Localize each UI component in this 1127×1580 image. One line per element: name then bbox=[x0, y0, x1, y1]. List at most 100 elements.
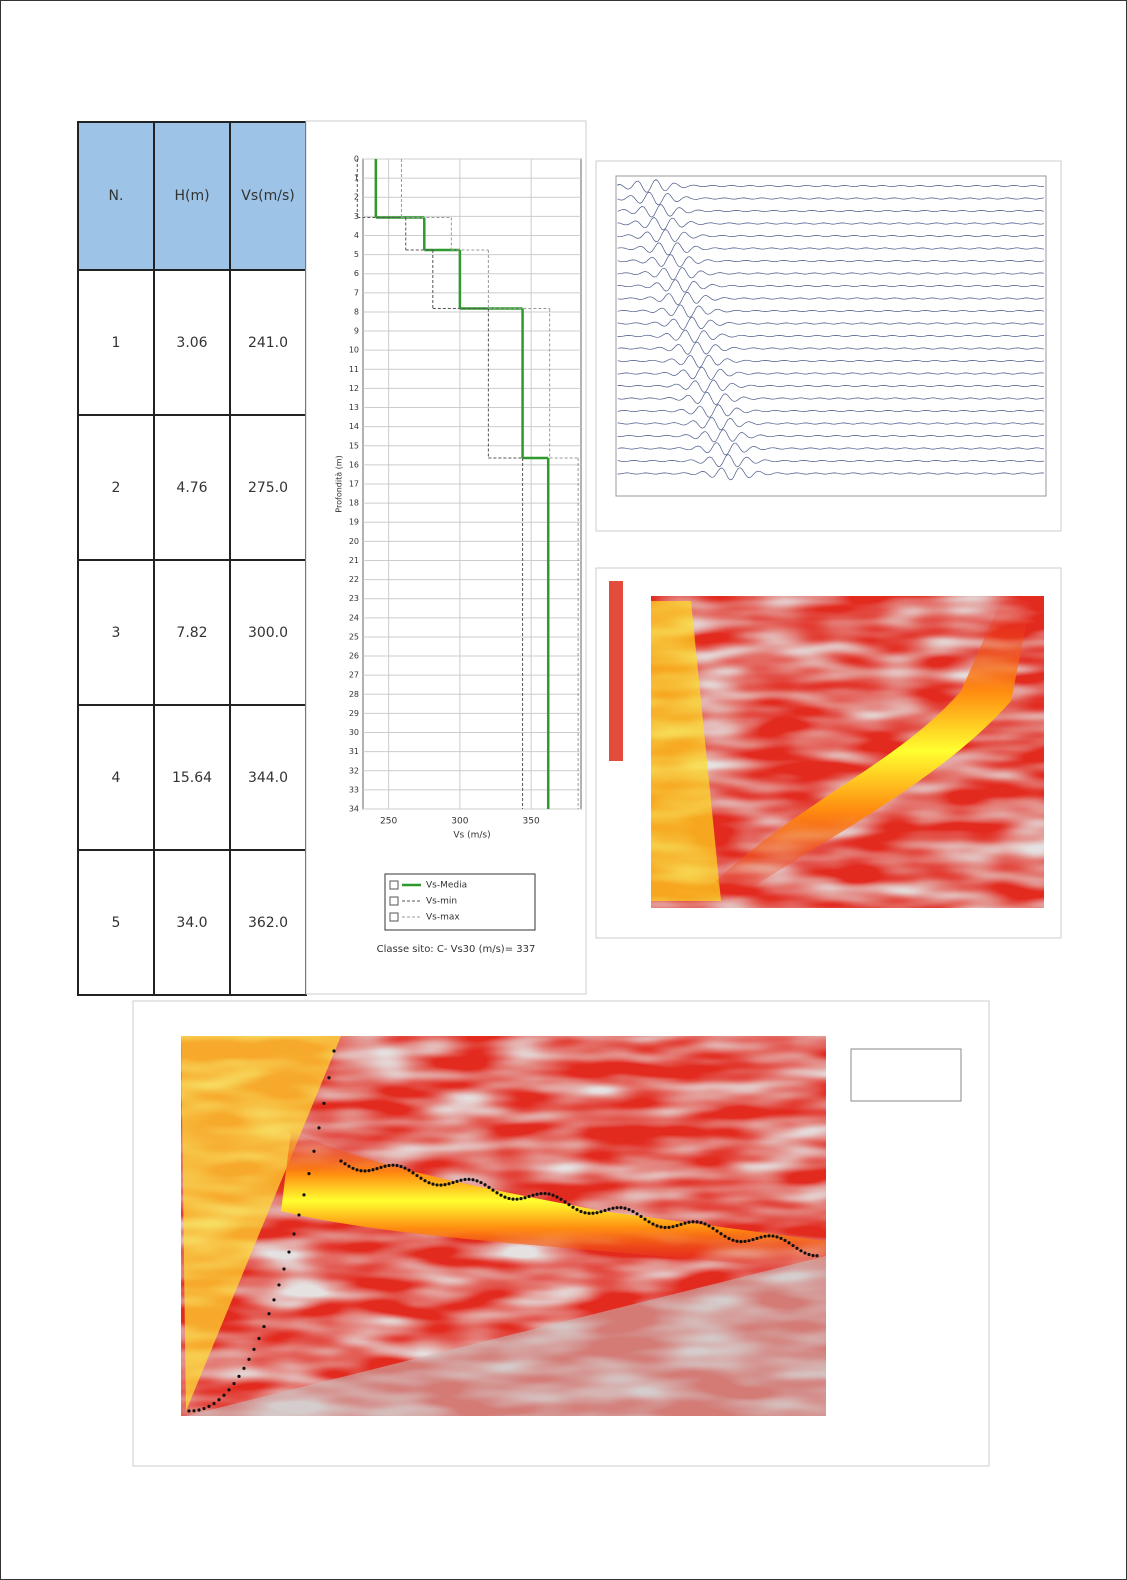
pick-point bbox=[783, 1238, 787, 1242]
pick-point bbox=[343, 1162, 347, 1166]
trace bbox=[617, 304, 1045, 318]
y-tick-label: 5 bbox=[354, 250, 359, 259]
pick-point bbox=[455, 1179, 459, 1183]
trace bbox=[617, 354, 1045, 368]
header-cell: H(m) bbox=[153, 121, 231, 271]
seismogram-panel bbox=[595, 160, 1062, 532]
pick-point bbox=[627, 1207, 631, 1212]
pick-point bbox=[317, 1126, 321, 1130]
pick-point bbox=[202, 1406, 206, 1411]
y-tick-label: 30 bbox=[349, 728, 359, 737]
pick-point bbox=[607, 1207, 611, 1211]
pick-point bbox=[282, 1267, 286, 1271]
pick-point bbox=[339, 1159, 343, 1163]
pick-point bbox=[463, 1177, 467, 1182]
pick-point bbox=[623, 1206, 627, 1210]
cell: 34.0 bbox=[153, 849, 231, 996]
y-tick-label: 32 bbox=[349, 766, 359, 775]
pick-point bbox=[735, 1239, 739, 1243]
cell: 1 bbox=[77, 269, 155, 416]
trace bbox=[617, 416, 1045, 431]
x-tick-label: 350 bbox=[523, 817, 540, 827]
pick-point bbox=[691, 1220, 695, 1224]
y-tick-label: 20 bbox=[349, 537, 359, 546]
y-tick-label: 29 bbox=[349, 709, 359, 718]
pick-point bbox=[571, 1205, 575, 1209]
pick-point bbox=[651, 1222, 655, 1226]
trace bbox=[617, 204, 1045, 218]
cell: 3 bbox=[77, 559, 155, 706]
pick-point bbox=[751, 1237, 755, 1242]
pick-point bbox=[197, 1408, 201, 1412]
pick-point bbox=[367, 1168, 371, 1173]
pick-point bbox=[187, 1409, 191, 1413]
pick-point bbox=[811, 1253, 815, 1258]
pick-point bbox=[407, 1168, 411, 1172]
cell: 4 bbox=[77, 704, 155, 851]
pick-point bbox=[567, 1203, 571, 1207]
picked-points bbox=[187, 1049, 819, 1413]
pick-point bbox=[603, 1208, 607, 1213]
trace bbox=[617, 279, 1044, 293]
pick-point bbox=[643, 1217, 647, 1221]
pick-point bbox=[667, 1225, 671, 1229]
pick-point bbox=[483, 1183, 487, 1187]
pick-point bbox=[595, 1211, 599, 1215]
spectrum-band bbox=[716, 601, 1031, 901]
pick-point bbox=[755, 1236, 759, 1240]
y-tick-label: 4 bbox=[354, 231, 359, 240]
pick-point bbox=[815, 1254, 819, 1258]
pick-point bbox=[767, 1234, 771, 1238]
pick-point bbox=[715, 1229, 719, 1233]
cell: 275.0 bbox=[229, 414, 307, 561]
y-tick-label: 13 bbox=[349, 403, 359, 412]
y-tick-label: 11 bbox=[349, 365, 359, 374]
pick-point bbox=[791, 1243, 795, 1248]
y-tick-label: 17 bbox=[349, 480, 359, 489]
pick-point bbox=[242, 1366, 246, 1370]
pick-point bbox=[292, 1232, 296, 1236]
pick-point bbox=[332, 1049, 336, 1053]
dispersion-band bbox=[281, 1131, 826, 1271]
y-tick-label: 33 bbox=[349, 785, 359, 794]
y-tick-label: 19 bbox=[349, 518, 359, 527]
pick-point bbox=[443, 1183, 447, 1187]
pick-point bbox=[579, 1209, 583, 1214]
pick-point bbox=[779, 1236, 783, 1240]
seismogram-traces bbox=[617, 179, 1045, 481]
pick-point bbox=[743, 1239, 747, 1244]
pick-point bbox=[663, 1225, 667, 1230]
pick-point bbox=[671, 1225, 675, 1229]
vs-table: N. H(m) Vs(m/s) 1 3.06 241.0 2 4.76 275.0 3 7.82 3… bbox=[77, 121, 307, 996]
pick-point bbox=[415, 1173, 419, 1178]
pick-point bbox=[763, 1234, 767, 1238]
pick-point bbox=[383, 1164, 387, 1168]
pick-point bbox=[395, 1163, 399, 1168]
x-tick-label: 250 bbox=[380, 817, 397, 827]
y-tick-label: 24 bbox=[349, 613, 359, 622]
pick-point bbox=[655, 1224, 659, 1228]
y-tick-label: 16 bbox=[349, 460, 359, 469]
pick-point bbox=[375, 1166, 379, 1171]
pick-point bbox=[719, 1232, 723, 1236]
y-tick-label: 7 bbox=[354, 288, 359, 297]
pick-point bbox=[227, 1388, 231, 1392]
pick-point bbox=[599, 1210, 603, 1214]
header-cell: N. bbox=[77, 121, 155, 271]
legend-label: Vs-max bbox=[426, 913, 460, 923]
pick-point bbox=[591, 1211, 595, 1215]
caption: Classe sito: C- Vs30 (m/s)= 337 bbox=[377, 944, 536, 955]
pick-point bbox=[379, 1165, 383, 1169]
pick-point bbox=[439, 1183, 443, 1187]
cell: 7.82 bbox=[153, 559, 231, 706]
pick-point bbox=[563, 1200, 567, 1204]
pick-point bbox=[523, 1196, 527, 1200]
pick-point bbox=[775, 1235, 779, 1239]
pick-point bbox=[507, 1196, 511, 1201]
y-tick-label: 14 bbox=[349, 422, 359, 431]
pick-point bbox=[503, 1195, 507, 1199]
y-tick-label: 18 bbox=[349, 499, 359, 508]
seismogram-frame bbox=[615, 175, 1047, 497]
pick-point bbox=[583, 1211, 587, 1215]
